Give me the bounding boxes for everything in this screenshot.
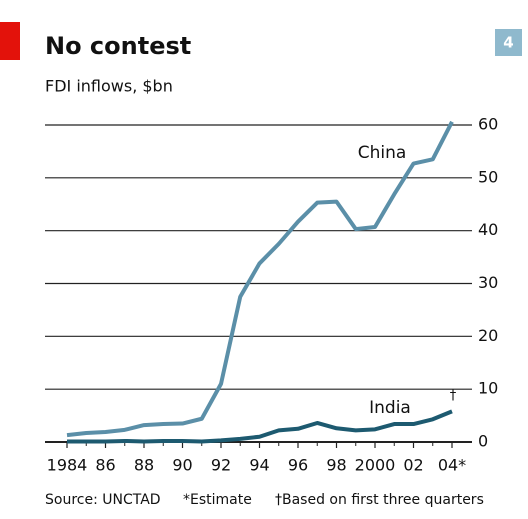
x-tick-label: 94 [249, 456, 269, 475]
x-tick-label: 98 [326, 456, 346, 475]
footnote: Source: UNCTAD [45, 492, 161, 508]
x-tick-label: 92 [211, 456, 231, 475]
y-tick-label: 30 [478, 273, 498, 292]
series-label: India [369, 398, 411, 418]
chart-title: No contest [45, 32, 191, 60]
red-tab [0, 22, 20, 60]
x-tick-label: 2000 [355, 456, 396, 475]
x-tick-label: 86 [95, 456, 115, 475]
y-tick-label: 10 [478, 379, 498, 398]
y-tick-label: 60 [478, 115, 498, 134]
chart-subtitle: FDI inflows, $bn [45, 77, 173, 96]
footnote: *Estimate [183, 492, 252, 508]
series-line [67, 409, 453, 444]
badge-number: 4 [503, 34, 513, 52]
series-line [66, 120, 454, 438]
footnote: †Based on first three quarters [275, 492, 484, 508]
y-tick-label: 0 [478, 432, 488, 451]
badge [495, 29, 522, 56]
x-tick-label: 96 [288, 456, 308, 475]
x-tick-label: 88 [134, 456, 154, 475]
annotation: † [450, 389, 457, 404]
x-tick-label: 02 [403, 456, 423, 475]
x-tick-label: 04* [438, 456, 466, 475]
x-tick-label: 1984 [47, 456, 88, 475]
x-tick-label: 90 [172, 456, 192, 475]
series-label: China [358, 143, 407, 163]
y-tick-label: 20 [478, 326, 498, 345]
y-tick-label: 50 [478, 167, 498, 186]
y-tick-label: 40 [478, 220, 498, 239]
